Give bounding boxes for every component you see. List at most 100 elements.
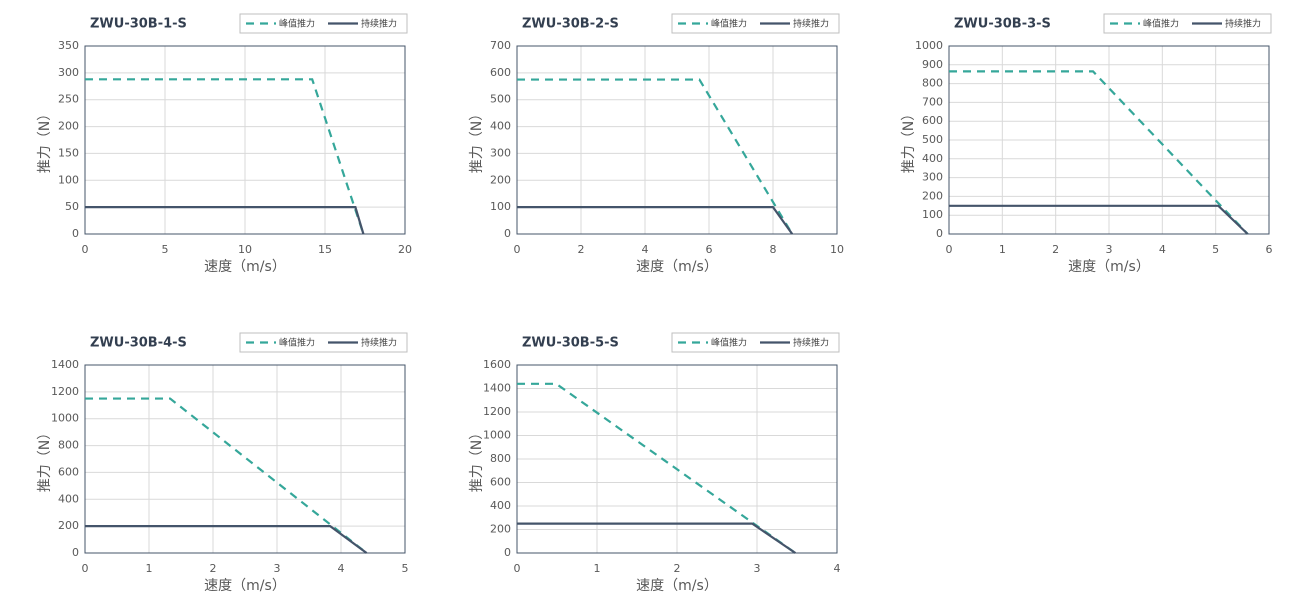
series-line [517, 206, 794, 235]
x-tick-label: 0 [514, 243, 521, 256]
x-axis-label: 速度（m/s） [636, 578, 718, 594]
legend-label: 峰值推力 [711, 337, 747, 349]
y-tick-label: 600 [922, 114, 943, 127]
x-tick-label: 2 [578, 243, 585, 256]
y-tick-label: 500 [490, 93, 511, 106]
y-tick-label: 50 [65, 200, 79, 213]
series-line [85, 525, 368, 554]
x-tick-label: 0 [82, 243, 89, 256]
x-axis-label: 速度（m/s） [1068, 259, 1150, 275]
y-axis-label: 推力（N） [469, 426, 485, 492]
x-tick-label: 2 [210, 562, 217, 575]
x-tick-label: 3 [754, 562, 761, 575]
y-tick-label: 600 [58, 465, 79, 478]
chart-title: ZWU-30B-4-S [90, 336, 187, 351]
y-tick-label: 0 [72, 227, 79, 240]
y-tick-label: 200 [58, 120, 79, 133]
x-tick-label: 0 [82, 562, 89, 575]
plot-frame [516, 45, 838, 235]
chart: 0 100 200 300 400 500 600 700 800 900 1000 0 1 2 3 4 5 6 Z… [901, 13, 1273, 275]
legend-label: 峰值推力 [1143, 18, 1179, 30]
chart-title: ZWU-30B-5-S [522, 336, 619, 351]
x-tick-label: 6 [1266, 243, 1273, 256]
y-tick-label: 400 [490, 499, 511, 512]
x-tick-label: 20 [398, 243, 412, 256]
x-tick-label: 15 [318, 243, 332, 256]
y-tick-label: 1400 [51, 358, 79, 371]
y-axis-label: 推力（N） [37, 107, 53, 173]
chart: 0 100 200 300 400 500 600 700 0 2 4 6 8 10 ZWU-30B-2-S… [469, 13, 844, 275]
x-tick-label: 6 [706, 243, 713, 256]
x-tick-label: 1 [146, 562, 153, 575]
legend-box [671, 332, 840, 353]
y-tick-label: 800 [922, 77, 943, 90]
plot-frame [948, 45, 1270, 235]
y-tick-label: 700 [922, 95, 943, 108]
x-tick-label: 4 [1159, 243, 1166, 256]
y-axis-label: 推力（N） [901, 107, 917, 173]
y-tick-label: 200 [490, 173, 511, 186]
series-line [85, 397, 368, 554]
chart-title: ZWU-30B-3-S [954, 17, 1051, 32]
legend-label: 峰值推力 [711, 18, 747, 30]
x-tick-label: 3 [1106, 243, 1113, 256]
series-line [517, 78, 794, 235]
y-tick-label: 400 [58, 492, 79, 505]
legend-box [1103, 13, 1272, 34]
y-tick-label: 300 [58, 66, 79, 79]
y-tick-label: 0 [936, 227, 943, 240]
x-tick-label: 4 [834, 562, 841, 575]
y-axis-label: 推力（N） [469, 107, 485, 173]
chart: 0 200 400 600 800 1000 1200 1400 1600 0 1 2 3 4 ZWU-30… [469, 332, 841, 594]
x-tick-label: 4 [642, 243, 649, 256]
y-tick-label: 300 [922, 171, 943, 184]
x-tick-label: 5 [402, 562, 409, 575]
x-tick-label: 8 [770, 243, 777, 256]
y-tick-label: 200 [922, 189, 943, 202]
y-tick-label: 350 [58, 39, 79, 52]
y-tick-label: 300 [490, 146, 511, 159]
y-axis-label: 推力（N） [37, 426, 53, 492]
legend-box [239, 332, 408, 353]
y-tick-label: 150 [58, 146, 79, 159]
y-tick-label: 700 [490, 39, 511, 52]
x-axis-label: 速度（m/s） [204, 578, 286, 594]
legend-label: 持续推力 [361, 337, 397, 349]
y-tick-label: 400 [490, 120, 511, 133]
x-tick-label: 1 [999, 243, 1006, 256]
legend-label: 持续推力 [793, 337, 829, 349]
plot-frame [84, 45, 406, 235]
chart: 0 50 100 150 200 250 300 350 0 5 10 15 20 ZWU-30B-1-S… [37, 13, 412, 275]
chart-title: ZWU-30B-2-S [522, 17, 619, 32]
y-tick-label: 1200 [51, 385, 79, 398]
y-tick-label: 200 [490, 523, 511, 536]
series-line [85, 78, 365, 235]
y-tick-label: 0 [72, 546, 79, 559]
y-tick-label: 600 [490, 476, 511, 489]
x-axis-label: 速度（m/s） [636, 259, 718, 275]
y-tick-label: 100 [490, 200, 511, 213]
y-tick-label: 1600 [483, 358, 511, 371]
legend-box [671, 13, 840, 34]
y-tick-label: 100 [58, 173, 79, 186]
legend-label: 持续推力 [361, 18, 397, 30]
y-tick-label: 600 [490, 66, 511, 79]
y-tick-label: 500 [922, 133, 943, 146]
y-tick-label: 800 [58, 439, 79, 452]
y-tick-label: 1400 [483, 382, 511, 395]
y-tick-label: 250 [58, 93, 79, 106]
y-tick-label: 200 [58, 519, 79, 532]
chart-title: ZWU-30B-1-S [90, 17, 187, 32]
legend-box [239, 13, 408, 34]
y-tick-label: 0 [504, 227, 511, 240]
x-tick-label: 0 [946, 243, 953, 256]
series-line [949, 70, 1249, 235]
y-tick-label: 1000 [915, 39, 943, 52]
legend-label: 持续推力 [1225, 18, 1261, 30]
legend-label: 峰值推力 [279, 337, 315, 349]
y-tick-label: 1200 [483, 405, 511, 418]
y-tick-label: 0 [504, 546, 511, 559]
y-tick-label: 1000 [51, 412, 79, 425]
x-tick-label: 2 [674, 562, 681, 575]
